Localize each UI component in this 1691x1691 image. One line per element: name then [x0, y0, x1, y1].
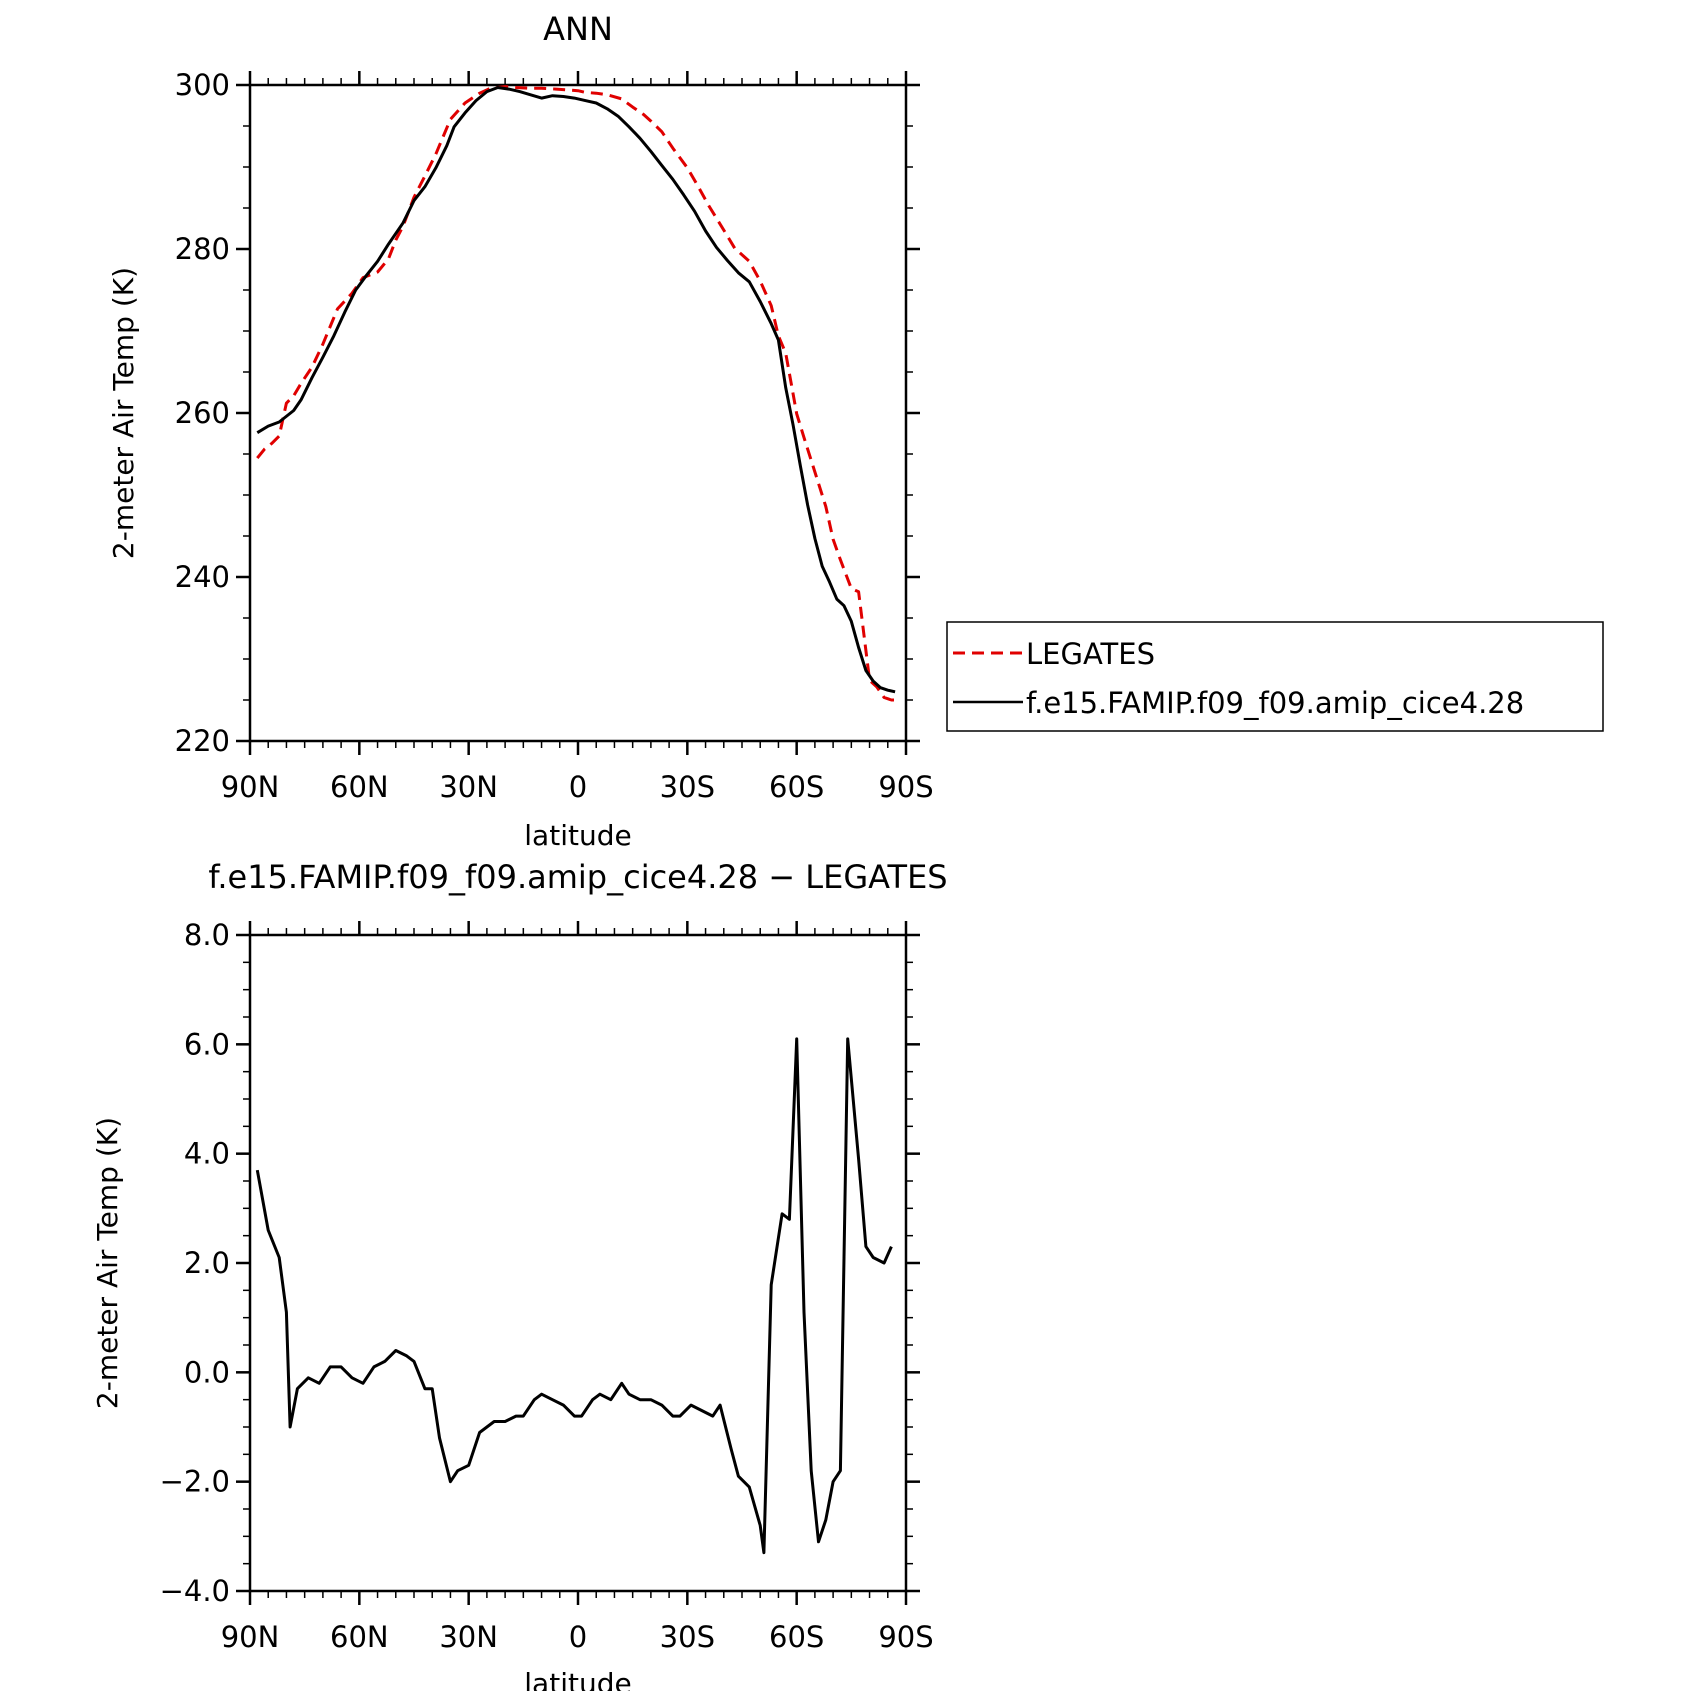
bottom-y-axis-label: 2-meter Air Temp (K): [91, 1117, 124, 1409]
x-tick-label: 30S: [660, 1620, 715, 1654]
y-tick-label: −2.0: [160, 1465, 230, 1499]
x-tick-label: 30N: [439, 1620, 498, 1654]
series-line-1: [256, 86, 896, 694]
bottom-x-axis-label: latitude: [524, 1667, 631, 1691]
x-tick-label: 60N: [330, 1620, 389, 1654]
top-y-axis-label: 2-meter Air Temp (K): [107, 267, 140, 559]
top-plot-frame: [248, 83, 908, 743]
legend-box: [946, 621, 1604, 732]
x-tick-label: 60S: [769, 1620, 824, 1654]
legend-label-legates: LEGATES: [1026, 637, 1155, 671]
y-tick-label: 2.0: [184, 1246, 230, 1280]
y-tick-label: 6.0: [184, 1027, 230, 1061]
x-tick-label: 0: [569, 1620, 587, 1654]
x-tick-label: 30N: [439, 770, 498, 804]
x-tick-label: 90S: [878, 770, 933, 804]
y-tick-label: 280: [175, 232, 230, 266]
bottom-x-tick-labels: 90N 60N 30N 0 30S 60S 90S: [221, 1620, 934, 1654]
x-tick-label: 60N: [330, 770, 389, 804]
y-tick-label: −4.0: [160, 1574, 230, 1608]
y-tick-label: 0.0: [184, 1355, 230, 1389]
x-tick-label: 90N: [221, 1620, 280, 1654]
top-series: [256, 85, 899, 702]
top-x-tick-labels: 90N 60N 30N 0 30S 60S 90S: [221, 770, 934, 804]
legend-label-model: f.e15.FAMIP.f09_f09.amip_cice4.28: [1026, 686, 1524, 720]
y-tick-label: 260: [175, 396, 230, 430]
x-tick-label: 90S: [878, 1620, 933, 1654]
y-tick-label: 240: [175, 560, 230, 594]
legend: LEGATES f.e15.FAMIP.f09_f09.amip_cice4.2…: [946, 621, 1604, 732]
x-tick-label: 90N: [221, 770, 280, 804]
bottom-panel: f.e15.FAMIP.f09_f09.amip_cice4.28 − LEGA…: [91, 858, 948, 1691]
bottom-plot-frame: [248, 933, 908, 1593]
x-tick-label: 30S: [660, 770, 715, 804]
y-tick-label: 220: [175, 724, 230, 758]
top-x-axis-label: latitude: [524, 819, 631, 852]
y-tick-label: 8.0: [184, 918, 230, 952]
y-tick-label: 4.0: [184, 1137, 230, 1171]
bottom-series: [255, 1037, 893, 1555]
series-line-0: [255, 1037, 893, 1555]
y-tick-label: 300: [175, 68, 230, 102]
bottom-panel-title: f.e15.FAMIP.f09_f09.amip_cice4.28 − LEGA…: [208, 858, 947, 896]
x-tick-label: 0: [569, 770, 587, 804]
top-panel-title: ANN: [543, 10, 613, 48]
x-tick-label: 60S: [769, 770, 824, 804]
top-y-tick-labels: 220 240 260 280 300: [175, 68, 230, 758]
bottom-y-tick-labels: −4.0 −2.0 0.0 2.0 4.0 6.0 8.0: [160, 918, 230, 1608]
